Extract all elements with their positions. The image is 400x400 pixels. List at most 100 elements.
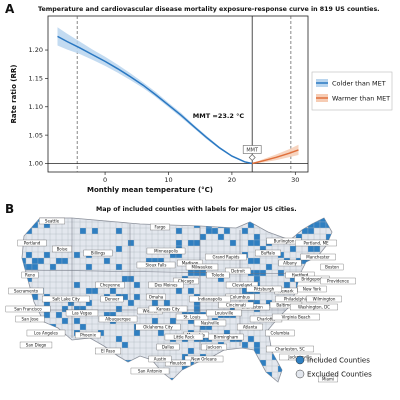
city-label: Boise — [57, 247, 68, 252]
county-cell — [217, 377, 225, 382]
city-label: Portland, ME — [303, 241, 329, 246]
county-cell — [25, 293, 33, 301]
city-label-box — [135, 323, 181, 331]
county-cell — [49, 335, 57, 343]
county-cell — [43, 371, 51, 379]
county-cell — [193, 377, 201, 382]
county-cell — [290, 384, 296, 390]
county-cell — [22, 365, 27, 373]
county-cell — [259, 221, 267, 229]
county-cell — [25, 365, 33, 373]
county-cell — [241, 377, 249, 382]
county-cell — [98, 384, 104, 390]
county-cell — [289, 371, 297, 379]
county-cell — [235, 371, 243, 379]
county-cell — [109, 371, 117, 379]
city-label-box — [278, 259, 302, 267]
county-cell — [307, 245, 315, 253]
county-cell — [319, 218, 327, 223]
county-cell — [319, 335, 327, 343]
city-label-box — [205, 253, 247, 261]
county-cell — [265, 263, 273, 271]
county-cell — [283, 221, 291, 229]
city-label-box — [185, 263, 219, 271]
county-cell — [79, 359, 87, 367]
county-cell — [121, 275, 129, 283]
city-label-box — [172, 277, 199, 285]
county-cell — [229, 218, 237, 223]
county-cell — [67, 365, 75, 373]
county-cell — [187, 371, 195, 379]
county-cell — [271, 227, 279, 235]
county-cell — [194, 384, 200, 390]
county-cell — [79, 371, 87, 379]
county-cell — [193, 239, 201, 247]
city-label-box — [306, 295, 342, 303]
county-cell — [331, 227, 332, 235]
county-cell — [325, 311, 332, 319]
county-cell — [307, 329, 315, 337]
county-cell — [223, 365, 231, 373]
county-cell — [73, 347, 81, 355]
city-label-box — [150, 223, 170, 231]
y-tick-label: 1.05 — [29, 131, 43, 139]
county-cell — [253, 377, 261, 382]
city-label-box — [75, 331, 102, 339]
county-cell — [253, 359, 261, 367]
county-cell — [307, 221, 315, 229]
city-label: El Paso — [101, 349, 116, 354]
county-cell — [97, 371, 105, 379]
county-cell — [217, 233, 225, 241]
county-cell — [175, 218, 183, 223]
county-cell — [205, 227, 213, 235]
county-cell — [181, 371, 189, 379]
county-cell — [151, 317, 159, 325]
city-label-box — [225, 281, 259, 289]
county-cell — [283, 335, 291, 343]
county-cell — [253, 233, 261, 241]
county-cell — [55, 359, 63, 367]
county-cell — [73, 371, 81, 379]
county-cell — [193, 269, 201, 277]
county-cell — [235, 218, 243, 223]
city-label-box — [19, 341, 53, 349]
city-label: Atlanta — [243, 325, 258, 330]
legend-entry-0: Colder than MET — [332, 80, 386, 88]
county-cell — [61, 371, 69, 379]
city-label: Cheyenne — [100, 283, 121, 288]
county-cell — [320, 384, 326, 390]
county-cell — [187, 377, 195, 382]
county-cell — [25, 347, 33, 355]
mmt-marker-label: MMT — [246, 147, 259, 153]
county-cell — [61, 359, 69, 367]
county-cell — [115, 245, 123, 253]
county-cell — [67, 341, 75, 349]
county-cell — [313, 221, 321, 229]
city-label-box — [175, 313, 209, 321]
county-cell — [91, 371, 99, 379]
county-cell — [253, 275, 261, 283]
legend-excluded-swatch — [295, 369, 305, 379]
county-cell — [152, 384, 158, 390]
city-label: Minneapolis — [154, 249, 178, 254]
county-cell — [325, 341, 332, 349]
county-cell — [266, 384, 272, 390]
county-cell — [235, 359, 243, 367]
county-cell — [331, 233, 332, 241]
city-label: Baltimore — [276, 303, 296, 308]
city-label: Nashville — [201, 321, 220, 326]
county-cell — [295, 329, 303, 337]
county-cell — [61, 365, 69, 373]
county-cell — [193, 365, 201, 373]
county-cell — [43, 323, 51, 331]
county-cell — [110, 384, 116, 390]
county-cell — [22, 359, 27, 367]
county-cell — [157, 329, 165, 337]
county-cell — [85, 341, 93, 349]
county-cell — [331, 323, 332, 331]
county-cell — [235, 377, 243, 382]
city-label: Los Angeles — [34, 331, 58, 336]
county-cell — [193, 305, 201, 313]
county-cell — [122, 384, 128, 390]
county-cell — [295, 218, 303, 223]
